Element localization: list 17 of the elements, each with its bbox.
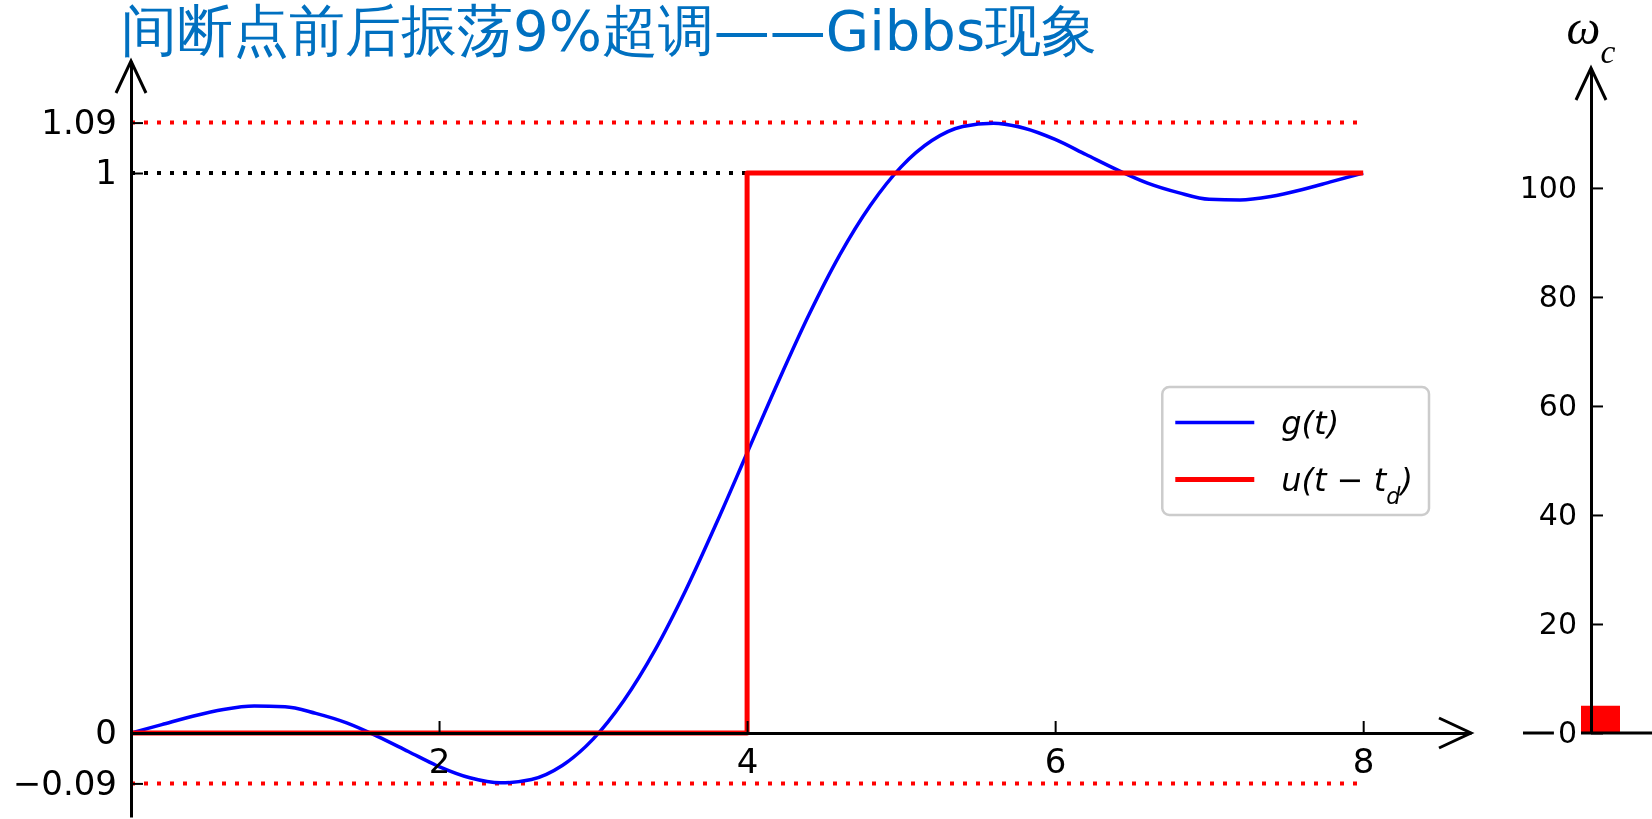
y-tick-label: 20 xyxy=(1538,606,1577,642)
y-tick-label: 60 xyxy=(1538,388,1577,424)
y-tick-label: 40 xyxy=(1538,497,1577,533)
y-tick-label: 1 xyxy=(95,152,117,193)
y-tick-label: 80 xyxy=(1538,279,1577,315)
legend-label: u(t − t$_{d}$) xyxy=(1281,460,1413,509)
chart-title: 间断点前后振荡9%超调——Gibbs现象 xyxy=(121,0,1098,63)
y-axis-title: ω$_{c}$ xyxy=(1566,1,1616,70)
y-tick-label: −0.09 xyxy=(12,762,117,803)
y-tick-label: 0 xyxy=(95,712,117,753)
x-tick-label: 6 xyxy=(1044,741,1067,782)
x-tick-label: 8 xyxy=(1352,741,1375,782)
y-tick-label: 100 xyxy=(1519,170,1577,206)
x-tick-label: 4 xyxy=(736,741,759,782)
y-tick-label: 0 xyxy=(1557,715,1577,751)
y-tick-label: 1.09 xyxy=(41,101,117,142)
legend-label: g(t) xyxy=(1281,403,1340,442)
